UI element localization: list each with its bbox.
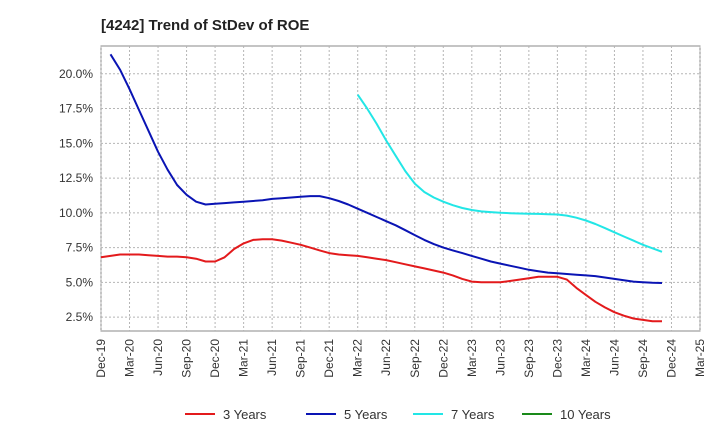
series-line-3-years [100,238,662,323]
x-tick-label: Dec-23 [550,339,564,378]
chart-title: [4242] Trend of StDev of ROE [101,17,309,34]
x-tick-label: Mar-23 [465,339,479,377]
x-tick-label: Sep-22 [408,339,422,378]
y-tick-label: 5.0% [66,275,94,289]
gridlines [100,46,701,331]
y-tick-label: 17.5% [59,102,93,116]
x-tick-label: Dec-24 [664,339,678,378]
y-tick-label: 7.5% [66,241,94,255]
x-tick-label: Jun-20 [151,339,165,376]
x-tick-label: Sep-23 [522,339,536,378]
x-tick-label: Sep-24 [636,339,650,378]
series-line-5-years [109,53,663,284]
legend-label-10-years: 10 Years [560,407,611,422]
x-tick-label: Dec-21 [322,339,336,378]
axis-ticks: 2.5% 5.0% 7.5% 10.0% 12.5% 15.0% 17.5% 20.0% Dec… [59,67,707,378]
legend: 3 Years 5 Years 7 Years 10 Years [185,407,611,422]
legend-label-3-years: 3 Years [223,407,267,422]
x-tick-label: Dec-20 [208,339,222,378]
series-line-7-years [356,94,663,253]
series-lines [100,53,663,323]
x-tick-label: Jun-22 [379,339,393,376]
x-tick-label: Mar-22 [351,339,365,377]
x-tick-label: Sep-21 [294,339,308,378]
x-tick-label: Jun-24 [607,339,621,376]
legend-label-5-years: 5 Years [344,407,388,422]
x-tick-label: Sep-20 [180,339,194,378]
x-tick-label: Jun-21 [265,339,279,376]
x-tick-label: Mar-20 [123,339,137,377]
y-tick-label: 12.5% [59,171,93,185]
y-tick-label: 20.0% [59,67,93,81]
x-tick-label: Dec-19 [94,339,108,378]
x-tick-label: Dec-22 [436,339,450,378]
y-tick-label: 15.0% [59,136,93,150]
x-tick-label: Jun-23 [493,339,507,376]
legend-label-7-years: 7 Years [451,407,495,422]
y-tick-label: 10.0% [59,206,93,220]
x-tick-label: Mar-25 [693,339,707,377]
plot-area [100,45,701,332]
y-tick-label: 2.5% [66,310,94,324]
x-tick-label: Mar-24 [579,339,593,377]
x-tick-label: Mar-21 [237,339,251,377]
